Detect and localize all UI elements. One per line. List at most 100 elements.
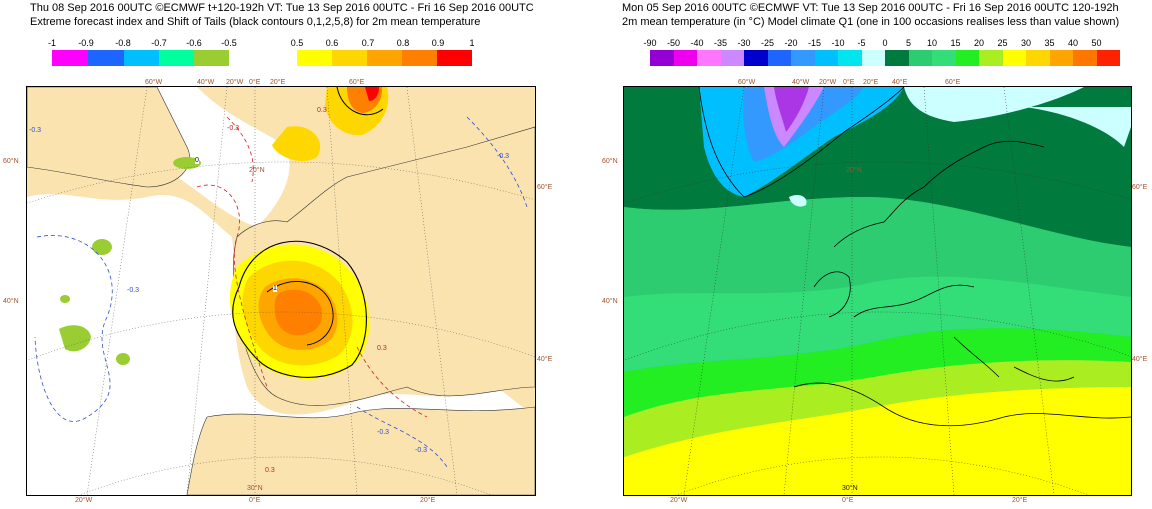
legend-swatch [1049, 50, 1073, 66]
contour-label: 0.3 [265, 467, 275, 474]
longitude-label: 20°W [819, 79, 837, 86]
longitude-label: 20°W [226, 79, 244, 86]
legend-swatch [767, 50, 791, 66]
legend-swatch [650, 50, 674, 66]
legend-label: 30 [1020, 38, 1031, 48]
longitude-label: 60°E [537, 184, 553, 191]
latitude-label: 20°N [846, 167, 862, 174]
contour-label: -0.3 [377, 429, 390, 436]
legend-swatch [194, 50, 229, 66]
longitude-label: 60°E [1132, 184, 1148, 191]
legend-swatch [297, 50, 332, 66]
longitude-label: 20°E [1012, 497, 1028, 504]
legend-label: 0.8 [396, 38, 410, 48]
legend-label: -0.5 [221, 38, 237, 48]
legend-label: 20 [973, 38, 984, 48]
legend-swatch [159, 50, 194, 66]
latitude-label: 40°N [602, 298, 618, 305]
latitude-label: 60°N [602, 158, 618, 165]
legend-swatch [437, 50, 472, 66]
shift-of-tails-label: 0 [195, 157, 199, 164]
climate-title-line1: Mon 05 Sep 2016 00UTC ©ECMWF VT: Tue 13 … [622, 2, 1119, 14]
legend-swatch [885, 50, 909, 66]
legend-swatch [1026, 50, 1050, 66]
legend-label: -0.9 [78, 38, 94, 48]
contour-label: -0.3 [497, 153, 510, 160]
legend-label: -50 [666, 38, 680, 48]
contour-label: -0.3 [127, 287, 140, 294]
longitude-label: 40°W [197, 79, 215, 86]
longitude-label: 40°E [1132, 356, 1148, 363]
shift-of-tails-label: 1 [273, 285, 277, 292]
longitude-label: 40°E [537, 356, 553, 363]
legend-label: -10 [831, 38, 845, 48]
legend-label: -0.8 [115, 38, 131, 48]
longitude-label: 20°W [75, 497, 93, 504]
contour-label: 0.3 [377, 345, 387, 352]
legend-label: 1 [469, 38, 475, 48]
legend-label: 0.6 [325, 38, 339, 48]
latitude-label: 40°N [3, 298, 19, 305]
longitude-label: 0°E [843, 79, 855, 86]
legend-label: 25 [997, 38, 1008, 48]
legend-label: -5 [857, 38, 866, 48]
legend-label: -40 [690, 38, 704, 48]
legend-label: -0.6 [186, 38, 202, 48]
legend-swatch [88, 50, 124, 66]
legend-label: -35 [713, 38, 727, 48]
efi-title-line1: Thu 08 Sep 2016 00UTC ©ECMWF t+120-192h … [30, 2, 534, 14]
efi-map-graphics [27, 87, 535, 495]
longitude-label: 0°E [249, 79, 261, 86]
legend-swatch [1073, 50, 1097, 66]
longitude-label: 0°E [249, 497, 261, 504]
legend-label: 15 [950, 38, 961, 48]
legend-swatch [955, 50, 979, 66]
latitude-label: 30°N [247, 485, 263, 492]
legend-swatch [1096, 50, 1120, 66]
contour-label: -0.3 [29, 127, 42, 134]
longitude-label: 60°E [349, 79, 365, 86]
contour-label: -0.3 [415, 447, 428, 454]
longitude-label: 20°W [670, 497, 688, 504]
latitude-label: 20°N [249, 167, 265, 174]
legend-label: -90 [643, 38, 657, 48]
legend-swatch [979, 50, 1003, 66]
longitude-label: 40°W [792, 79, 810, 86]
longitude-label: 20°E [863, 79, 879, 86]
legend-label: -1 [47, 38, 56, 48]
legend-swatch [124, 50, 159, 66]
legend-label: 0.9 [431, 38, 445, 48]
legend-label: 35 [1044, 38, 1055, 48]
legend-label: 0 [882, 38, 888, 48]
legend-label: 40 [1067, 38, 1078, 48]
longitude-label: 20°E [420, 497, 436, 504]
legend-swatch [814, 50, 838, 66]
longitude-label: 40°E [892, 79, 908, 86]
longitude-label: 60°W [145, 79, 163, 86]
legend-swatch [861, 50, 885, 66]
contour-label: 0.3 [317, 107, 327, 114]
climate-title-line2: 2m mean temperature (in °C) Model climat… [622, 16, 1120, 28]
legend-swatch [367, 50, 402, 66]
legend-swatch [52, 50, 88, 66]
legend-label: -20 [784, 38, 798, 48]
legend-swatch [332, 50, 367, 66]
legend-label: 10 [926, 38, 937, 48]
legend-swatch [402, 50, 437, 66]
climate-map: 20°N 30°N [623, 86, 1132, 496]
legend-label: -25 [760, 38, 774, 48]
legend-label: 0.7 [361, 38, 375, 48]
legend-label: 0.5 [290, 38, 304, 48]
legend-swatch [744, 50, 768, 66]
efi-map: -0.3 -0.3 -0.3 -0.3 -0.3 -0.3 0.3 0.3 0.… [26, 86, 536, 496]
efi-title-line2: Extreme forecast index and Shift of Tail… [30, 16, 481, 28]
legend-swatch [838, 50, 862, 66]
legend-label: -30 [737, 38, 751, 48]
latitude-label: 60°N [3, 158, 19, 165]
contour-label: -0.3 [227, 125, 240, 132]
legend-swatch [908, 50, 932, 66]
legend-swatch [1002, 50, 1026, 66]
legend-swatch [673, 50, 697, 66]
climate-panel: Mon 05 Sep 2016 00UTC ©ECMWF VT: Tue 13 … [580, 0, 1152, 509]
legend-swatch [697, 50, 721, 66]
